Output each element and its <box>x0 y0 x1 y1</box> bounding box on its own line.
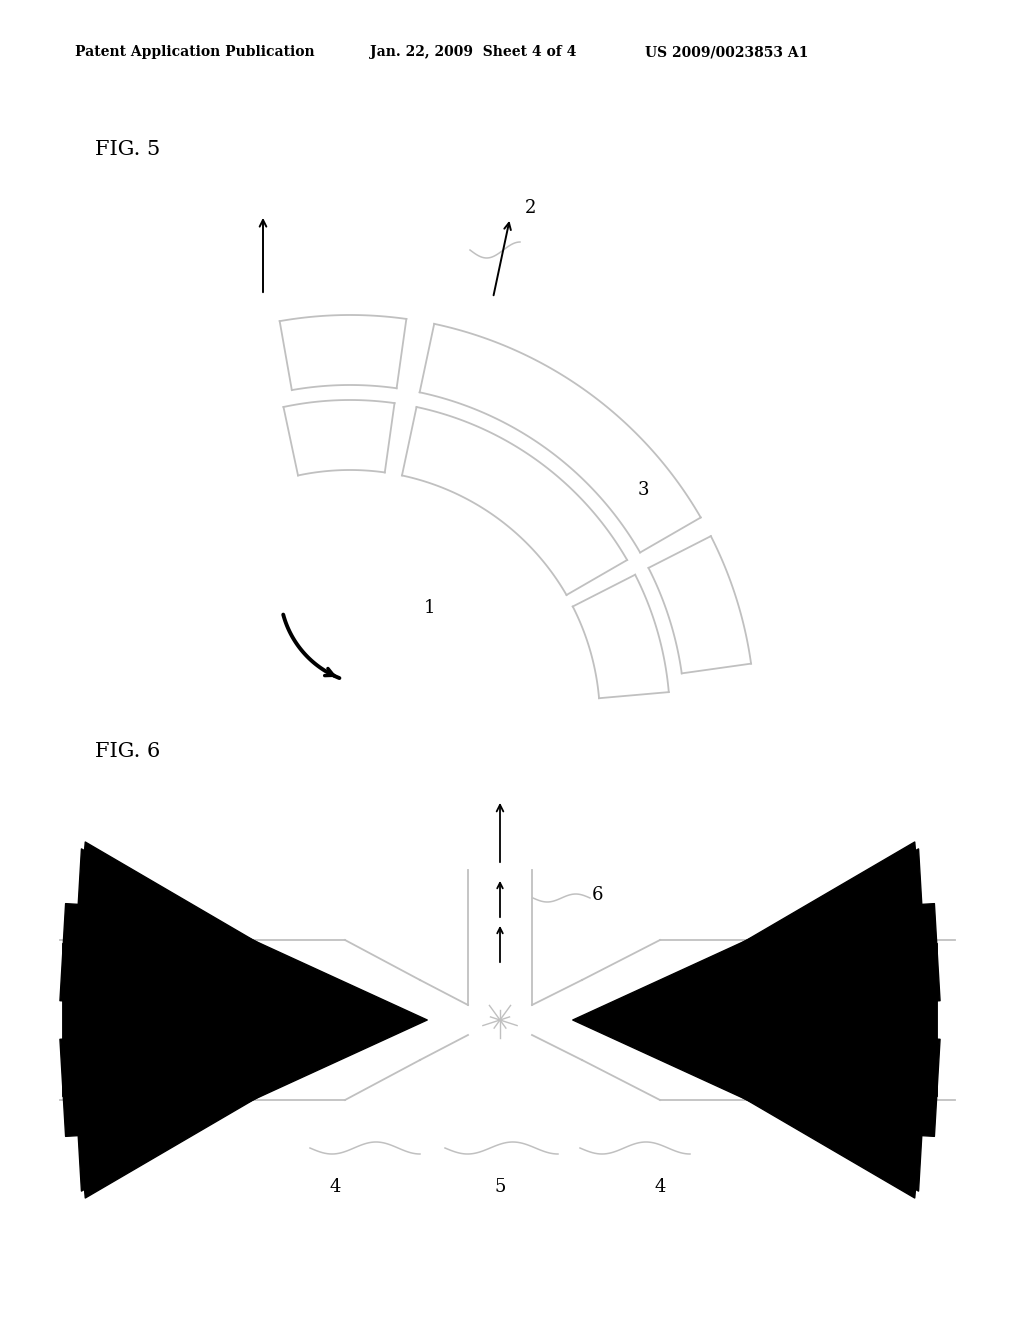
Text: 2: 2 <box>525 199 537 216</box>
Text: 4: 4 <box>330 1177 341 1196</box>
Text: 1: 1 <box>424 599 435 616</box>
Text: 3: 3 <box>638 480 649 499</box>
Text: FIG. 6: FIG. 6 <box>95 742 160 762</box>
Text: Jan. 22, 2009  Sheet 4 of 4: Jan. 22, 2009 Sheet 4 of 4 <box>370 45 577 59</box>
Text: 6: 6 <box>592 886 603 904</box>
Text: FIG. 5: FIG. 5 <box>95 140 160 158</box>
Text: Patent Application Publication: Patent Application Publication <box>75 45 314 59</box>
Text: 5: 5 <box>495 1177 506 1196</box>
Text: US 2009/0023853 A1: US 2009/0023853 A1 <box>645 45 808 59</box>
Text: 4: 4 <box>654 1177 666 1196</box>
